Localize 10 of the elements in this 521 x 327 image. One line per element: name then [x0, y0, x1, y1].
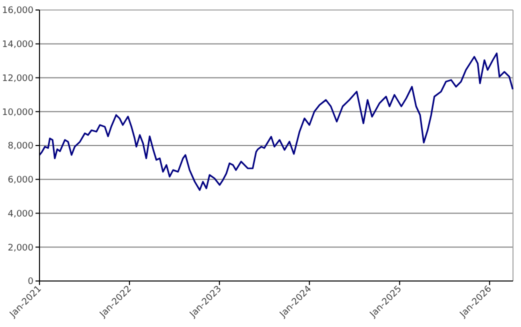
y-tick-label: 8,000: [8, 142, 34, 152]
y-tick-label: 6,000: [8, 176, 34, 186]
y-tick-label: 2,000: [8, 243, 34, 254]
y-tick-label: 12,000: [2, 74, 34, 84]
y-tick-label: 14,000: [2, 40, 34, 50]
line-series: [38, 52, 514, 191]
y-tick-label: 10,000: [2, 108, 34, 118]
y-tick-label: 4,000: [8, 209, 34, 220]
y-tick-label: 0: [28, 277, 34, 288]
y-tick-label: 16,000: [2, 6, 34, 16]
